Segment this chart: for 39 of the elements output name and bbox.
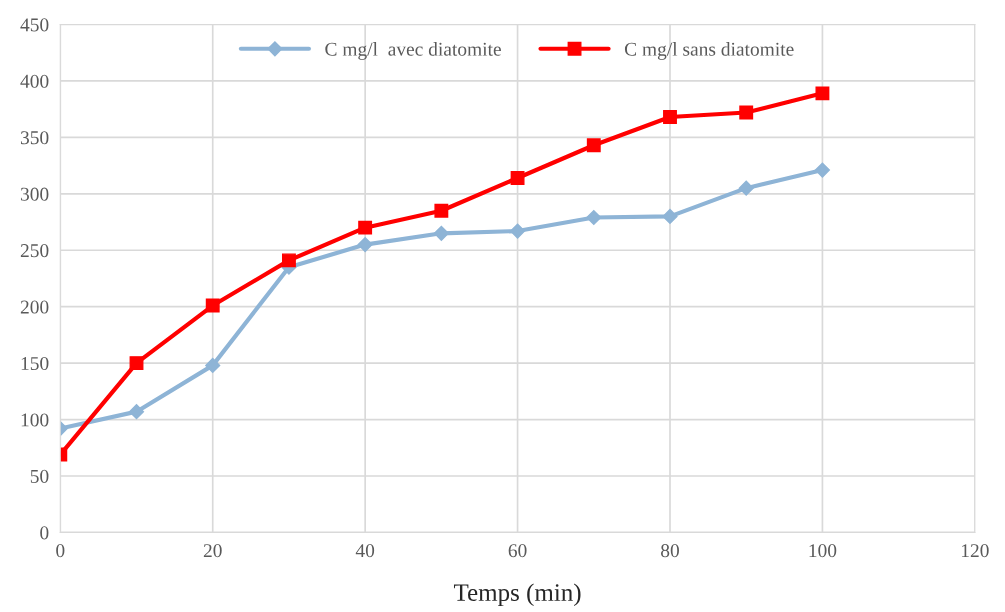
point [205, 298, 220, 313]
point [281, 253, 296, 268]
x-tick-label: 40 [355, 544, 375, 558]
point [357, 237, 373, 253]
y-tick-label: 400 [20, 74, 49, 88]
point [738, 180, 754, 196]
point [205, 357, 221, 373]
y-tick-label: 0 [40, 526, 49, 540]
x-tick-label: 60 [508, 544, 527, 558]
point [815, 86, 830, 101]
y-tick-label: 450 [20, 18, 49, 32]
point [129, 356, 144, 371]
point [434, 203, 449, 218]
x-tick-label: 20 [203, 544, 222, 558]
point [662, 208, 678, 224]
point [814, 162, 830, 178]
point [586, 209, 602, 226]
x-axis-title: Temps (min) [453, 583, 581, 607]
x-tick-label: 0 [56, 544, 65, 558]
y-tick-label: 150 [21, 356, 49, 371]
y-tick-label: 250 [20, 244, 49, 258]
y-tick-label: 350 [20, 131, 49, 145]
point [433, 225, 449, 241]
point [128, 404, 145, 420]
point [510, 171, 525, 185]
y-tick-label: 300 [20, 187, 49, 201]
y-tick-label: 50 [30, 469, 49, 483]
legend-label: C mg/l avec diatomite [325, 42, 501, 60]
point [510, 223, 526, 239]
point [739, 105, 754, 120]
x-tick-label: 100 [809, 544, 837, 558]
x-tick-label: 80 [661, 544, 679, 558]
y-tick-label: 200 [20, 300, 49, 314]
point [663, 110, 677, 124]
x-tick-label: 120 [961, 544, 989, 558]
point [358, 220, 373, 235]
point [586, 138, 601, 153]
y-tick-label: 100 [21, 413, 49, 427]
legend-label: C mg/l sans diatomite [624, 42, 794, 60]
